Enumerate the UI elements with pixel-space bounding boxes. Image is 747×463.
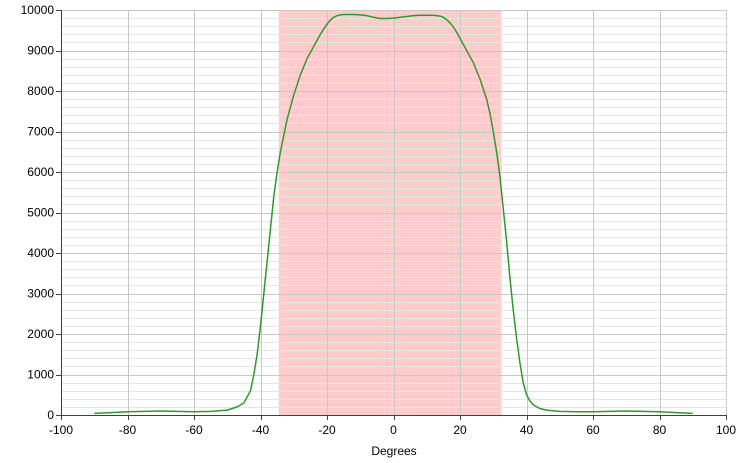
y-tick-label: 4000 bbox=[27, 246, 54, 260]
x-tick-label: -60 bbox=[185, 423, 203, 437]
x-tick-label: -40 bbox=[252, 423, 270, 437]
x-tick-label: 80 bbox=[653, 423, 667, 437]
x-axis-title: Degrees bbox=[371, 444, 416, 458]
y-tick-label: 7000 bbox=[27, 125, 54, 139]
x-tick-label: 0 bbox=[390, 423, 397, 437]
x-tick-label: -80 bbox=[119, 423, 137, 437]
y-tick-label: 0 bbox=[47, 408, 54, 422]
y-tick-label: 8000 bbox=[27, 84, 54, 98]
y-tick-label: 10000 bbox=[21, 3, 55, 17]
x-tick-label: 60 bbox=[586, 423, 600, 437]
x-tick-label: -100 bbox=[49, 423, 73, 437]
y-tick-label: 9000 bbox=[27, 44, 54, 58]
y-tick-label: 2000 bbox=[27, 327, 54, 341]
y-tick-label: 1000 bbox=[27, 368, 54, 382]
y-tick-label: 5000 bbox=[27, 206, 54, 220]
y-tick-label: 6000 bbox=[27, 165, 54, 179]
x-tick-label: 100 bbox=[716, 423, 736, 437]
x-tick-label: 40 bbox=[520, 423, 534, 437]
y-tick-label: 3000 bbox=[27, 287, 54, 301]
series-line-0 bbox=[94, 13, 693, 415]
highlight-band bbox=[278, 10, 502, 415]
x-tick-label: 20 bbox=[453, 423, 467, 437]
x-tick-label: -20 bbox=[318, 423, 336, 437]
